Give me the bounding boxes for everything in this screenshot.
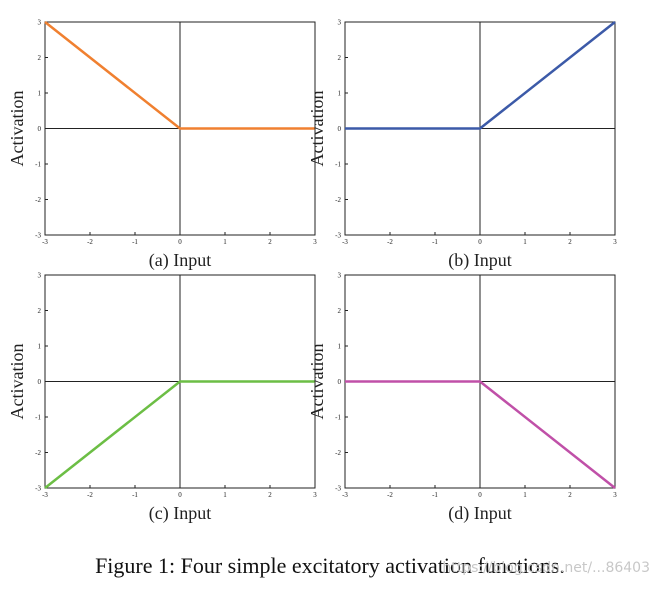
x-tick-label-b: -2 [387,238,393,246]
y-tick-label-b: 0 [338,125,342,133]
series-line-b [345,21,616,130]
x-tick-label-c: 2 [268,491,272,499]
series-line-d [345,380,616,489]
x-tick-label-a: 0 [178,238,182,246]
y-tick-label-c: 0 [38,378,42,386]
series-line-c [44,380,315,489]
x-tick-label-d: -1 [432,491,438,499]
figure-caption: Figure 1: Four simple excitatory activat… [95,553,565,578]
x-tick-label-a: -2 [87,238,93,246]
x-axis-label-b: (b) Input [448,250,511,271]
y-axis-label-d: Activation [307,344,327,420]
x-axis-label-d: (d) Input [448,503,511,524]
x-tick-label-d: -2 [387,491,393,499]
y-tick-label-d: 0 [338,378,342,386]
panel-b: -3 -2 -1 0 1 2 3 -3 -2 -1 0 1 2 3 (b) Input Activation [307,19,617,272]
y-tick-label-b: -2 [335,196,341,204]
x-axis-label-c: (c) Input [149,503,211,524]
y-tick-label-c: -2 [35,449,41,457]
x-tick-label-a: -3 [42,238,48,246]
y-tick-label-c: -1 [35,414,41,422]
y-tick-label-b: -3 [335,232,341,240]
x-tick-label-c: 3 [313,491,317,499]
y-tick-label-c: -3 [35,485,41,493]
y-tick-label-a: -1 [35,161,41,169]
y-tick-label-b: 1 [338,90,342,98]
panel-d: -3 -2 -1 0 1 2 3 -3 -2 -1 0 1 2 3 (d) Input Activation [307,272,617,525]
y-tick-label-a: -2 [35,196,41,204]
x-tick-label-a: -1 [132,238,138,246]
x-tick-label-a: 3 [313,238,317,246]
x-tick-label-a: 1 [223,238,227,246]
y-tick-label-c: 1 [38,343,42,351]
x-tick-label-b: 0 [478,238,482,246]
y-tick-label-a: -3 [35,232,41,240]
x-tick-label-c: 1 [223,491,227,499]
y-tick-label-a: 0 [38,125,42,133]
y-axis-label-b: Activation [307,91,327,167]
y-tick-label-a: 1 [38,90,42,98]
x-tick-label-c: 0 [178,491,182,499]
series-line-a [44,21,315,130]
y-tick-label-d: 3 [338,272,342,280]
y-tick-label-b: -1 [335,161,341,169]
y-axis-label-c: Activation [7,344,27,420]
x-tick-label-d: 3 [613,491,617,499]
x-tick-label-b: 2 [568,238,572,246]
y-tick-label-c: 2 [38,307,42,315]
y-tick-label-d: -3 [335,485,341,493]
watermark: https://blog.csdn.net/...86403 [442,560,650,576]
x-tick-label-c: -3 [42,491,48,499]
x-tick-label-c: -1 [132,491,138,499]
x-tick-label-d: 2 [568,491,572,499]
x-tick-label-d: 0 [478,491,482,499]
x-tick-label-a: 2 [268,238,272,246]
panel-a: -3 -2 -1 0 1 2 3 -3 -2 -1 0 1 2 3 (a) Input Activation [7,19,317,272]
panel-c: -3 -2 -1 0 1 2 3 -3 -2 -1 0 1 2 3 (c) Input Activation [7,272,317,525]
x-tick-label-b: 3 [613,238,617,246]
x-tick-label-b: -1 [432,238,438,246]
y-tick-label-b: 2 [338,54,342,62]
y-tick-label-b: 3 [338,19,342,27]
x-tick-label-b: 1 [523,238,527,246]
y-axis-label-a: Activation [7,91,27,167]
x-tick-label-d: 1 [523,491,527,499]
y-tick-label-a: 3 [38,19,42,27]
y-tick-label-a: 2 [38,54,42,62]
x-tick-label-c: -2 [87,491,93,499]
y-tick-label-c: 3 [38,272,42,280]
y-tick-label-d: 2 [338,307,342,315]
x-tick-label-d: -3 [342,491,348,499]
y-tick-label-d: -2 [335,449,341,457]
x-axis-label-a: (a) Input [149,250,211,271]
y-tick-label-d: 1 [338,343,342,351]
x-tick-label-b: -3 [342,238,348,246]
y-tick-label-d: -1 [335,414,341,422]
